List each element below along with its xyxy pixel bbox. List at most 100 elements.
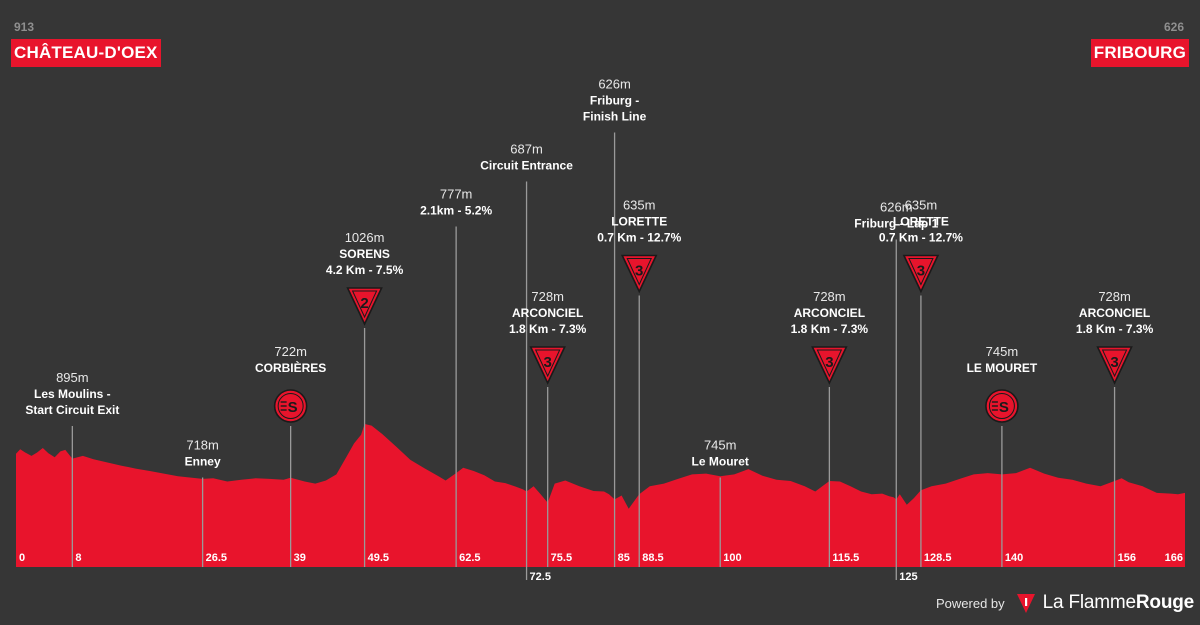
waypoint-marker-6: 728m ARCONCIEL 1.8 Km - 7.3% 3 <box>509 289 587 567</box>
waypoint-altitude: 745m <box>986 344 1019 359</box>
kom-category-label: 3 <box>825 354 833 371</box>
kom-icon-inner <box>816 349 843 378</box>
kom-icon-inner <box>534 349 561 378</box>
tick-layer: 0 8 26.5 39 49.5 62.5 72.575.5 85 88.5 100 115.5 12… <box>19 552 1183 583</box>
start-altitude: 913 <box>14 20 35 34</box>
distance-tick-label: 26.5 <box>206 552 227 564</box>
distance-tick-label: 140 <box>1005 552 1023 564</box>
distance-tick-label: 39 <box>294 552 306 564</box>
waypoint-name: 0.7 Km - 12.7% <box>879 231 963 245</box>
finish-altitude: 626 <box>1163 20 1184 34</box>
distance-tick-label: 125 <box>899 571 917 583</box>
waypoint-marker-0: 895m Les Moulins - Start Circuit Exit <box>25 370 119 567</box>
waypoint-altitude: 1026m <box>345 230 385 245</box>
waypoint-altitude: 728m <box>531 289 564 304</box>
waypoint-altitude: 626m <box>880 200 913 215</box>
kom-icon-inner <box>626 258 653 286</box>
waypoint-altitude: 728m <box>813 289 846 304</box>
waypoint-name: 0.7 Km - 12.7% <box>597 231 681 245</box>
kom-icon-inner <box>351 290 378 319</box>
waypoint-name: Start Circuit Exit <box>25 403 119 417</box>
waypoint-name: CORBIÈRES <box>255 360 326 375</box>
waypoint-altitude: 728m <box>1098 289 1131 304</box>
waypoint-name: Les Moulins - <box>34 387 111 401</box>
distance-tick-label: 115.5 <box>832 552 859 564</box>
waypoint-altitude: 722m <box>274 344 307 359</box>
waypoint-name: 1.8 Km - 7.3% <box>791 322 869 336</box>
sprint-icon-ring <box>277 393 304 419</box>
powered-by-text: Powered by <box>936 595 1005 611</box>
brand-regular: La Flamme <box>1042 592 1136 613</box>
brand-name: La FlammeRouge <box>1042 592 1195 614</box>
sprint-icon <box>985 389 1019 423</box>
waypoint-altitude: 745m <box>704 438 737 453</box>
marker-layer: 895m Les Moulins - Start Circuit Exit 718m E… <box>25 77 1154 580</box>
sprint-icon-ring <box>988 393 1015 419</box>
kom-category-icon <box>811 346 848 385</box>
distance-tick-label: 85 <box>618 552 630 564</box>
distance-tick-label: 62.5 <box>459 552 480 564</box>
distance-tick-label: 156 <box>1118 552 1136 564</box>
waypoint-name: 4.2 Km - 7.5% <box>326 263 404 277</box>
waypoint-marker-14: 728m ARCONCIEL 1.8 Km - 7.3% 3 <box>1076 289 1154 567</box>
waypoint-name: LORETTE <box>611 215 667 229</box>
finish-town-label: FRIBOURG <box>1090 39 1189 67</box>
flame-logo-icon <box>1016 594 1035 613</box>
waypoint-marker-13: 745m LE MOURET S <box>967 344 1038 567</box>
waypoint-name: Friburg - <box>590 94 639 108</box>
waypoint-altitude: 635m <box>623 198 656 213</box>
start-town-label: CHÂTEAU-D'OEX <box>11 39 161 67</box>
waypoint-name: SORENS <box>339 247 390 261</box>
sprint-icon <box>273 389 308 423</box>
waypoint-name: Finish Line <box>583 110 647 124</box>
distance-tick-label: 49.5 <box>368 552 389 564</box>
distance-tick-label: 166 <box>1165 552 1183 564</box>
waypoint-marker-7: 626m Friburg - Finish Line <box>583 77 647 567</box>
waypoint-name: LORETTE <box>893 215 949 229</box>
waypoint-name: LE MOURET <box>967 361 1038 375</box>
waypoint-name: Circuit Entrance <box>480 159 573 173</box>
brand-bold: Rouge <box>1135 592 1194 613</box>
waypoint-marker-10: 728m ARCONCIEL 1.8 Km - 7.3% 3 <box>791 289 869 567</box>
kom-category-label: 3 <box>1110 354 1118 371</box>
waypoint-name: 1.8 Km - 7.3% <box>509 322 587 336</box>
waypoint-marker-11: 626m Friburg - Lap 1 <box>854 200 939 580</box>
waypoint-name: Enney <box>185 455 221 469</box>
distance-tick-label: 72.5 <box>530 571 551 583</box>
waypoint-marker-8: 635m LORETTE 0.7 Km - 12.7% 3 <box>597 198 682 567</box>
waypoint-marker-5: 687m Circuit Entrance <box>480 142 573 580</box>
distance-tick-label: 8 <box>75 552 81 564</box>
kom-icon-inner <box>1101 349 1128 378</box>
waypoint-name: 2.1km - 5.2% <box>420 204 492 218</box>
waypoint-marker-12: 635m LORETTE 0.7 Km - 12.7% 3 <box>879 198 963 567</box>
waypoint-altitude: 718m <box>186 438 219 453</box>
waypoint-name: Le Mouret <box>692 455 749 469</box>
distance-tick-label: 88.5 <box>642 552 663 564</box>
waypoint-altitude: 895m <box>56 370 89 385</box>
waypoint-marker-3: 1026m SORENS 4.2 Km - 7.5% 2 <box>326 230 404 567</box>
elevation-profile-area <box>16 424 1185 567</box>
kom-icon-inner <box>908 258 934 286</box>
kom-category-label: 3 <box>917 263 925 280</box>
waypoint-altitude: 626m <box>598 77 631 92</box>
waypoint-name: ARCONCIEL <box>1079 306 1150 320</box>
distance-tick-label: 128.5 <box>924 552 952 564</box>
kom-category-icon <box>1096 346 1133 385</box>
kom-category-label: 2 <box>360 295 368 312</box>
kom-category-label: 3 <box>635 263 643 280</box>
kom-category-icon <box>902 254 940 294</box>
kom-category-label: 3 <box>544 354 552 371</box>
sprint-label: S <box>999 399 1009 416</box>
sprint-label: S <box>288 399 298 416</box>
waypoint-altitude: 777m <box>440 187 473 202</box>
waypoint-marker-9: 745m Le Mouret <box>692 438 749 567</box>
footer: Powered by La FlammeRouge <box>936 589 1194 617</box>
waypoint-marker-1: 718m Enney <box>185 438 221 567</box>
waypoint-marker-4: 777m 2.1km - 5.2% <box>420 187 492 567</box>
waypoint-altitude: 687m <box>510 142 543 157</box>
waypoint-name: 1.8 Km - 7.3% <box>1076 322 1154 336</box>
profile-layer <box>16 424 1185 567</box>
waypoint-altitude: 635m <box>905 198 938 213</box>
